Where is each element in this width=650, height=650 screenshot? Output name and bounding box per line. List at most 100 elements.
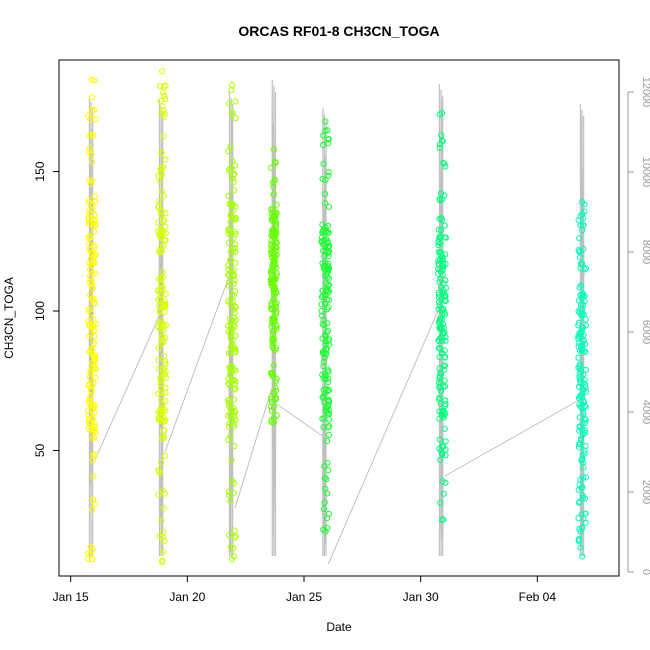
data-point-rf05 [320, 363, 327, 370]
data-point-rf04 [273, 248, 280, 255]
data-point-rf02 [155, 467, 162, 474]
data-point-rf01 [85, 381, 93, 388]
data-point-rf06 [440, 280, 447, 287]
data-point-rf02 [158, 211, 165, 219]
data-point-rf06 [442, 446, 449, 453]
data-point-rf01 [89, 435, 96, 442]
data-point-rf07 [582, 403, 589, 410]
data-point-rf01 [88, 350, 95, 357]
data-point-rf01 [89, 159, 96, 166]
data-point-rf01 [90, 473, 97, 480]
data-point-rf01 [85, 216, 92, 223]
data-point-rf07-min [579, 553, 586, 560]
data-point-rf01 [89, 457, 96, 464]
data-point-rf02 [162, 322, 169, 329]
data-point-rf04 [270, 183, 277, 190]
data-point-rf07-max [579, 199, 586, 206]
data-point-rf03 [227, 143, 234, 150]
data-point-rf04 [268, 254, 275, 261]
data-point-rf04 [269, 339, 276, 346]
data-point-rf02 [160, 321, 167, 328]
data-point-rf05 [325, 401, 332, 408]
data-point-rf05 [320, 505, 327, 512]
data-point-rf05 [321, 237, 328, 244]
data-point-rf01 [90, 242, 98, 249]
data-point-rf01 [85, 214, 92, 221]
data-point-rf07 [578, 347, 586, 354]
data-point-rf03 [231, 408, 238, 415]
data-point-rf01 [86, 177, 93, 184]
data-point-rf06 [437, 379, 444, 386]
data-point-rf06 [438, 316, 445, 323]
data-point-rf07 [576, 444, 583, 451]
data-point-rf06 [438, 370, 445, 377]
data-point-rf03 [228, 419, 236, 426]
x-tick-label: Feb 04 [519, 590, 557, 604]
data-point-rf03 [232, 231, 239, 238]
data-point-rf07 [576, 309, 584, 316]
data-point-rf06 [441, 293, 449, 300]
data-point-rf03 [231, 187, 238, 194]
data-point-rf07 [577, 528, 584, 535]
data-point-rf07 [576, 235, 583, 242]
data-point-rf02 [162, 358, 169, 365]
data-point-rf02 [157, 233, 164, 240]
data-point-rf06 [437, 335, 444, 342]
data-point-rf02 [158, 335, 165, 342]
data-point-rf06 [437, 240, 444, 247]
data-point-rf07 [579, 222, 587, 229]
data-point-rf07 [578, 282, 585, 289]
data-point-rf05 [319, 221, 326, 228]
data-point-rf01 [86, 233, 94, 240]
data-point-rf03 [232, 347, 239, 354]
data-point-rf03 [230, 344, 237, 351]
data-point-rf07 [576, 370, 583, 377]
data-point-rf02 [159, 366, 167, 373]
data-point-rf03 [230, 273, 237, 280]
data-point-rf06 [440, 363, 447, 370]
data-point-rf02 [160, 217, 168, 225]
data-point-rf03 [225, 239, 233, 246]
data-point-rf03 [228, 457, 235, 464]
data-point-rf05 [323, 476, 330, 483]
data-point-rf05 [324, 524, 331, 532]
data-point-rf02 [155, 357, 162, 364]
data-point-rf02 [157, 374, 164, 381]
data-point-rf05 [324, 459, 331, 466]
data-point-rf06 [441, 329, 448, 336]
data-point-rf06 [436, 195, 443, 203]
points-layer [85, 68, 590, 566]
data-point-rf02 [156, 467, 163, 475]
data-point-rf02 [155, 219, 162, 226]
data-point-rf04 [269, 283, 276, 290]
data-point-rf02 [162, 95, 169, 103]
data-point-rf01 [88, 382, 96, 389]
data-point-rf06 [442, 163, 449, 170]
data-point-rf03 [227, 344, 235, 351]
data-point-rf03 [229, 337, 236, 344]
data-point-rf01 [90, 254, 97, 261]
axes-layer: Jan 15 Jan 20 Jan 25 Jan 30 Feb 04 50 100 150 0 2… [33, 77, 650, 604]
data-point-rf03 [225, 230, 232, 237]
data-point-rf06 [438, 305, 445, 312]
data-point-rf02 [157, 165, 164, 172]
data-point-rf06 [438, 132, 445, 139]
y2-tick-label: 6000 [640, 320, 650, 344]
data-point-rf02 [160, 107, 167, 114]
data-point-rf01 [88, 330, 95, 337]
data-point-rf07 [577, 544, 584, 551]
data-point-rf03 [225, 412, 232, 419]
data-point-rf05 [325, 424, 332, 431]
data-point-rf01 [88, 278, 95, 285]
data-point-rf03 [229, 207, 237, 214]
plot-box [58, 59, 620, 577]
data-point-rf04 [271, 158, 278, 166]
data-point-rf05-max [322, 118, 329, 125]
data-point-rf05 [321, 300, 329, 307]
data-point-rf03 [227, 371, 234, 378]
data-point-rf01 [90, 434, 98, 441]
data-point-rf07 [579, 484, 586, 491]
data-point-rf03 [232, 214, 239, 222]
data-point-rf03 [226, 532, 233, 539]
altitude-transit-line [164, 275, 230, 453]
